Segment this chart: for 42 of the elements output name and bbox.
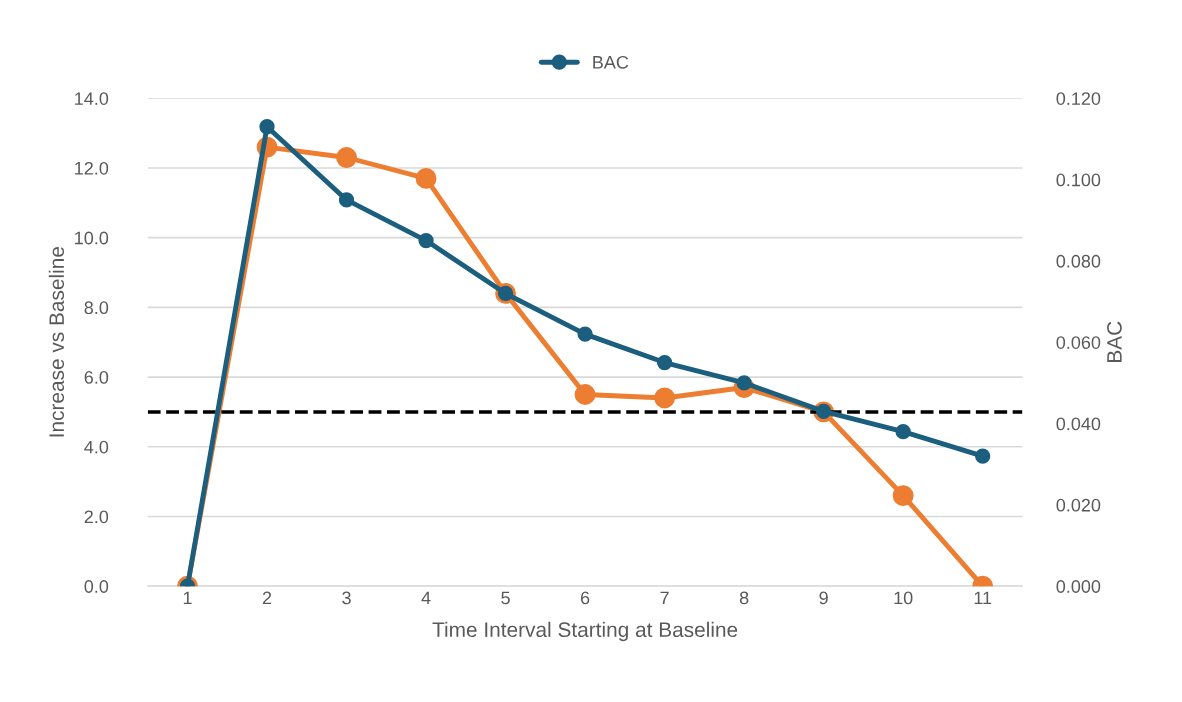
x-tick-label: 11 [974,591,992,605]
point [892,485,914,506]
y-tick-label: 0.0 [84,580,109,593]
point [654,387,676,409]
point [975,448,991,464]
point [259,119,275,135]
y-tick-label: 14.0 [75,92,109,105]
x-tick-label: 10 [894,591,913,605]
y-axis-title: Increase vs Baseline [48,247,65,437]
x-tick-label: 3 [342,591,351,605]
x-tick-label: 9 [819,591,828,605]
y2-tick-label: 0.100 [1056,173,1101,187]
y2-tick-label: 0.020 [1056,498,1101,512]
y-tick-label: 8.0 [84,301,109,315]
point [656,354,673,371]
y2-tick-label: 0.040 [1056,417,1101,431]
x-tick-label: 8 [739,591,749,605]
y-tick-label: 4.0 [84,440,109,454]
y-tick-label: 2.0 [84,510,109,524]
point [338,192,355,208]
y2-tick-label: 0.120 [1056,92,1101,105]
y2-axis-title: BAC [1107,321,1122,362]
y2-tick-label: 0.080 [1056,254,1101,268]
x-tick-label: 1 [183,591,192,605]
point [574,384,596,405]
point [577,326,593,342]
legend-label: BAC [593,55,629,69]
y-tick-label: 10.0 [75,231,109,245]
y-tick-label: 12.0 [75,161,109,175]
point [415,168,437,189]
x-tick-label: 2 [262,591,272,605]
x-tick-label: 4 [421,591,431,605]
x-tick-label: 6 [580,591,590,605]
point [895,424,911,440]
point [336,147,357,168]
y-tick-label: 6.0 [84,371,109,384]
x-tick-label: 5 [501,591,510,605]
y2-tick-label: 0.060 [1056,336,1101,349]
y2-tick-label: 0.000 [1056,580,1101,593]
x-axis-title: Time Interval Starting at Baseline [432,621,738,642]
point [418,232,434,249]
x-tick-label: 7 [660,591,669,605]
